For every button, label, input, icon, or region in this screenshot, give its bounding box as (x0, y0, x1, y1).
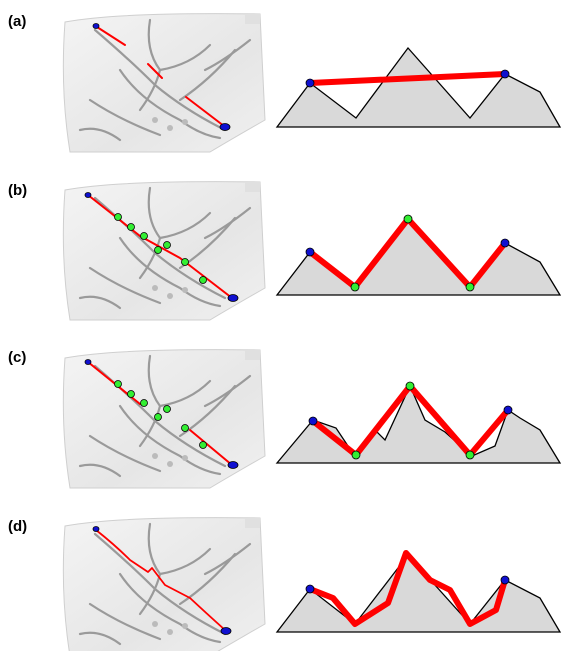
waypoint (351, 450, 361, 460)
endpoint (92, 23, 100, 29)
terrain-profile (275, 384, 562, 464)
panel-d: (d) (8, 518, 562, 651)
panel-label: (c) (8, 349, 26, 366)
endpoint (500, 69, 510, 79)
endpoint (305, 78, 315, 88)
panel-a: (a) (8, 13, 562, 152)
endpoint (219, 123, 231, 131)
endpoint (305, 247, 315, 257)
waypoints (114, 380, 207, 449)
terrain-profile (275, 46, 562, 128)
waypoint (403, 214, 413, 224)
endpoint (503, 405, 513, 415)
panel-label: (d) (8, 518, 27, 535)
endpoint (220, 627, 232, 635)
endpoint (500, 238, 510, 248)
waypoint (465, 450, 475, 460)
waypoint (350, 282, 360, 292)
endpoint (92, 526, 100, 532)
path-line (95, 529, 226, 631)
panel-c: (c) (8, 349, 562, 488)
waypoint (465, 282, 475, 292)
panel-b: (b) (8, 182, 562, 320)
endpoint (227, 294, 239, 302)
panel-label: (a) (8, 13, 26, 30)
endpoint (305, 584, 315, 594)
path-line (96, 26, 225, 127)
endpoint (308, 416, 318, 426)
terrain-render (63, 14, 265, 152)
endpoint (227, 461, 239, 469)
endpoint (500, 575, 510, 585)
waypoints (114, 213, 207, 284)
path-line (307, 71, 508, 86)
path-line (307, 550, 508, 627)
endpoint (84, 359, 92, 365)
waypoint (405, 381, 415, 391)
endpoint (84, 192, 92, 198)
panel-label: (b) (8, 182, 27, 199)
